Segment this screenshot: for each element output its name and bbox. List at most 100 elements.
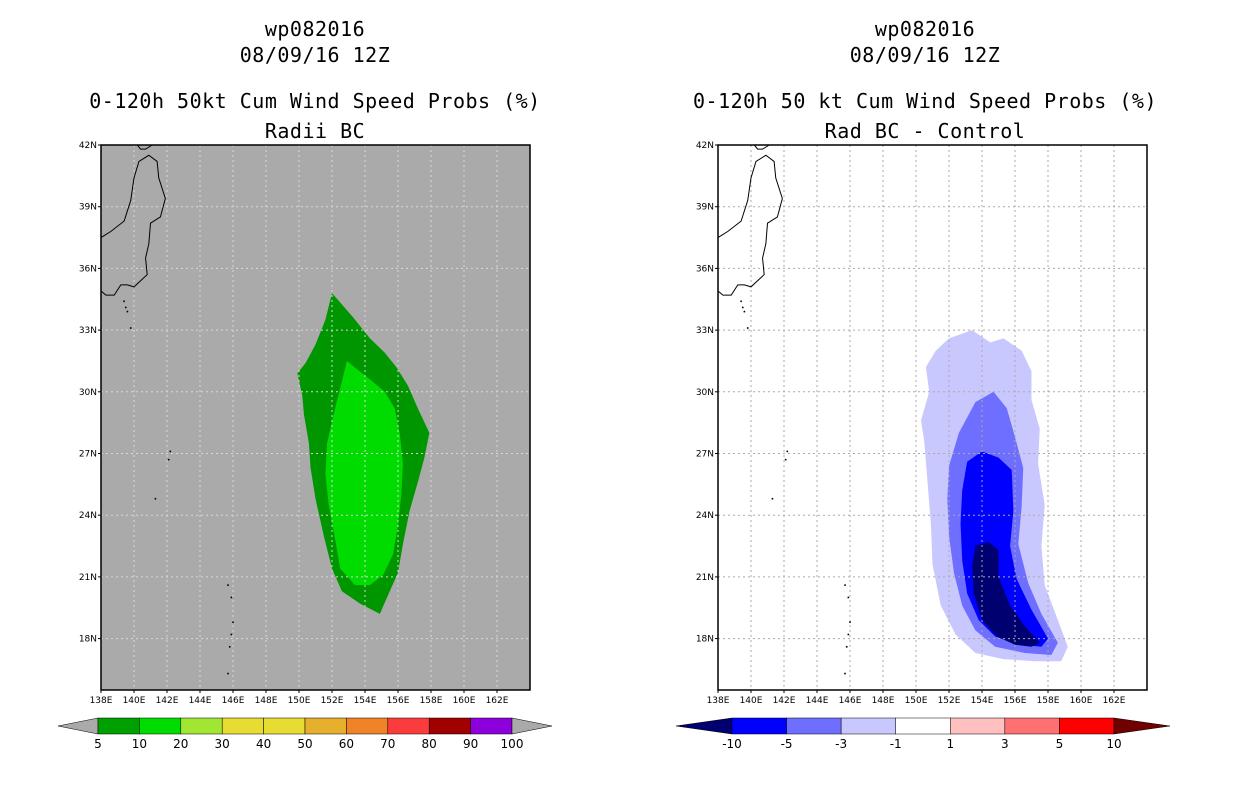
right-chart-title: 0-120h 50 kt Cum Wind Speed Probs (%) — [692, 89, 1158, 113]
island-marker — [227, 672, 229, 675]
y-tick-label: 30N — [79, 388, 97, 398]
colorbar-segment — [304, 717, 347, 735]
diff-contour-level4 — [972, 541, 1040, 647]
y-tick-label: 36N — [696, 264, 714, 274]
y-tick-label: 33N — [696, 326, 714, 336]
right-colorbar: -10 -5 -3 -1 1 3 5 10 — [675, 717, 1171, 751]
x-tick-label: 142E — [156, 696, 179, 706]
x-tick-label: 156E — [387, 696, 410, 706]
colorbar-label: 100 — [501, 737, 524, 751]
colorbar-segment — [470, 717, 513, 735]
y-tick-label: 21N — [79, 573, 97, 583]
left-colorbar: 5 10 20 30 40 50 60 70 80 90 100 — [57, 717, 553, 751]
left-chart-title: 0-120h 50kt Cum Wind Speed Probs (%) — [89, 89, 541, 113]
island-marker — [746, 327, 749, 329]
colorbar-label: -1 — [890, 737, 902, 751]
island-marker — [232, 621, 234, 623]
x-tick-label: 154E — [971, 696, 994, 706]
colorbar-label: 3 — [1001, 737, 1009, 751]
island-marker — [123, 300, 125, 303]
colorbar-label: 1 — [946, 737, 954, 751]
colorbar-high-arrow — [511, 717, 553, 735]
japan-coastline — [100, 154, 166, 296]
right-storm-id: wp082016 — [874, 17, 976, 41]
map-frame — [100, 144, 531, 691]
colorbar-segment — [97, 717, 140, 735]
y-tick-label: 27N — [696, 449, 714, 459]
colorbar-label: 30 — [215, 737, 230, 751]
colorbar-segment — [221, 717, 264, 735]
x-tick-label: 142E — [773, 696, 796, 706]
left-date: 08/09/16 12Z — [239, 43, 391, 67]
x-tick-label: 152E — [321, 696, 344, 706]
x-tick-label: 162E — [1103, 696, 1126, 706]
colorbar-label: 5 — [94, 737, 102, 751]
right-chart-subtitle: Rad BC - Control — [824, 119, 1026, 143]
island-marker — [844, 672, 846, 675]
colorbar-label: -3 — [835, 737, 847, 751]
island-marker — [740, 300, 742, 303]
colorbar-segment — [1059, 717, 1115, 735]
japan-coastline — [717, 154, 783, 296]
y-tick-label: 39N — [79, 203, 97, 213]
colorbar-label: -5 — [781, 737, 793, 751]
island-marker — [129, 327, 132, 329]
left-map-panel: 42N 39N 36N 33N 30N 27N 24N 21N 18N 138E 140E 142E 1… — [79, 141, 531, 706]
x-tick-label: 138E — [707, 696, 730, 706]
left-panel-title: wp082016 08/09/16 12Z — [30, 16, 600, 68]
island-marker — [784, 458, 787, 461]
colorbar-segment — [1004, 717, 1060, 735]
island-marker — [849, 621, 851, 623]
colorbar-segment — [387, 717, 430, 735]
right-date: 08/09/16 12Z — [849, 43, 1001, 67]
island-marker — [743, 310, 746, 313]
y-tick-label: 36N — [79, 264, 97, 274]
x-tick-label: 146E — [222, 696, 245, 706]
island-marker — [741, 306, 744, 309]
y-tick-label: 30N — [696, 388, 714, 398]
map-frame — [717, 144, 1148, 691]
island-marker — [847, 596, 850, 599]
island-marker — [228, 646, 231, 648]
island-marker — [167, 458, 170, 461]
x-tick-label: 140E — [740, 696, 763, 706]
island-marker — [230, 633, 233, 636]
x-tick-label: 156E — [1004, 696, 1027, 706]
colorbar-label: 40 — [256, 737, 271, 751]
right-map-panel: 42N 39N 36N 33N 30N 27N 24N 21N 18N 138E 140E 142E 1… — [696, 141, 1148, 706]
island-marker — [844, 584, 846, 586]
x-tick-label: 148E — [255, 696, 278, 706]
colorbar-segment — [731, 717, 787, 735]
island-marker — [847, 633, 850, 636]
island-marker — [230, 596, 233, 599]
colorbar-label: 10 — [132, 737, 147, 751]
colorbar-segment — [428, 717, 471, 735]
colorbar-segment — [346, 717, 389, 735]
colorbar-label: 5 — [1056, 737, 1064, 751]
colorbar-segment — [139, 717, 182, 735]
right-panel-title: wp082016 08/09/16 12Z — [640, 16, 1210, 68]
colorbar-segment — [895, 717, 951, 735]
left-storm-id: wp082016 — [264, 17, 366, 41]
y-tick-label: 24N — [79, 511, 97, 521]
y-tick-label: 18N — [696, 635, 714, 645]
island-marker — [845, 646, 848, 648]
colorbar-low-arrow — [57, 717, 99, 735]
island-marker — [786, 450, 789, 453]
colorbar-low-arrow — [675, 717, 733, 735]
prob-contour-10-20 — [325, 360, 403, 586]
island-marker — [154, 497, 157, 500]
x-tick-label: 154E — [354, 696, 377, 706]
x-tick-label: 152E — [938, 696, 961, 706]
colorbar-label: 90 — [463, 737, 478, 751]
colorbar-label: 60 — [339, 737, 354, 751]
x-tick-label: 160E — [453, 696, 476, 706]
colorbar-label: 70 — [380, 737, 395, 751]
x-tick-label: 150E — [288, 696, 311, 706]
island-marker — [771, 497, 774, 500]
colorbar-segment — [840, 717, 896, 735]
x-tick-label: 140E — [123, 696, 146, 706]
colorbar-segment — [180, 717, 223, 735]
x-tick-label: 158E — [1037, 696, 1060, 706]
x-tick-label: 148E — [872, 696, 895, 706]
